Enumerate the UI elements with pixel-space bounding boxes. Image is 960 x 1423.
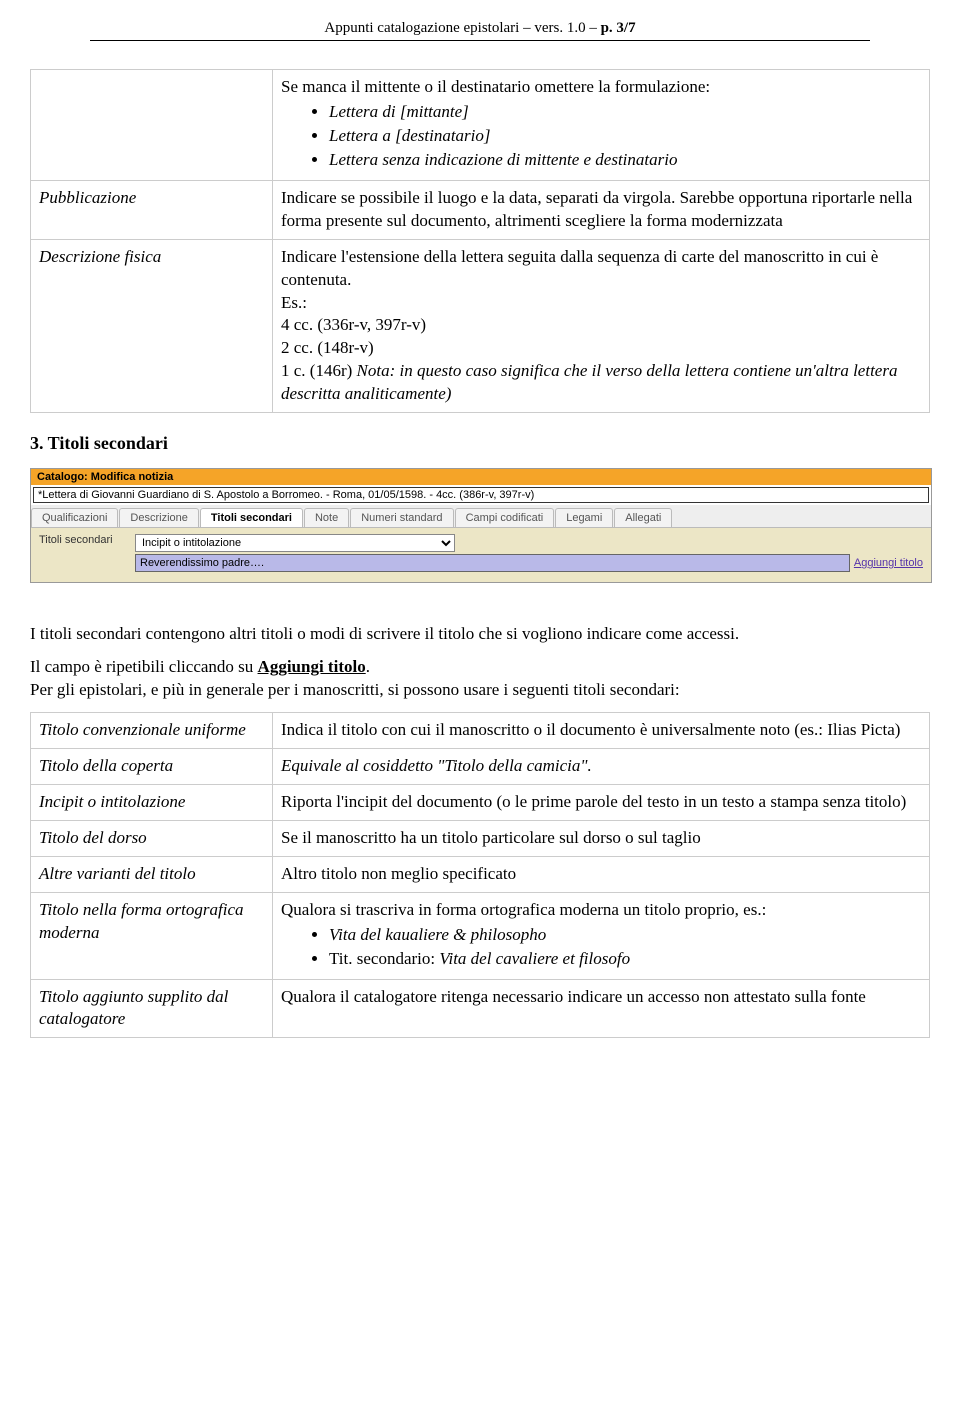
df-line3: 4 cc. (336r-v, 397r-v) (281, 315, 426, 334)
page-header: Appunti catalogazione epistolari – vers.… (30, 20, 930, 37)
df-line5a: 1 c. (146r) (281, 361, 357, 380)
header-page: p. 3/7 (601, 20, 636, 36)
ui-tabs: Qualificazioni Descrizione Titoli second… (31, 505, 931, 528)
t2-r5-b2: Tit. secondario: Vita del cavaliere et f… (329, 948, 921, 971)
formulazione-item-3: Lettera senza indicazione di mittente e … (329, 149, 921, 172)
ui-titlebar: Catalogo: Modifica notizia (31, 469, 931, 485)
formulazione-item-2: Lettera a [destinatario] (329, 125, 921, 148)
t2-label-6: Titolo aggiunto supplito dal catalogator… (31, 979, 273, 1038)
tab-titoli-secondari[interactable]: Titoli secondari (200, 508, 303, 527)
t2-label-5: Titolo nella forma ortografica moderna (31, 892, 273, 979)
label-descrizione-fisica: Descrizione fisica (31, 239, 273, 413)
ui-body: Titoli secondari Incipit o intitolazione… (31, 528, 931, 582)
tab-descrizione[interactable]: Descrizione (119, 508, 198, 527)
formulazione-intro: Se manca il mittente o il destinatario o… (281, 77, 710, 96)
cell-empty-label (31, 70, 273, 181)
cell-formulazione: Se manca il mittente o il destinatario o… (273, 70, 930, 181)
t2-r5-b2b: Vita del cavaliere et filosofo (439, 949, 630, 968)
tab-campi-codificati[interactable]: Campi codificati (455, 508, 555, 527)
para-intro-1: I titoli secondari contengono altri tito… (30, 623, 930, 646)
t2-text-5: Qualora si trascriva in forma ortografic… (273, 892, 930, 979)
df-line2: Es.: (281, 293, 307, 312)
ui-title-input[interactable] (135, 554, 850, 572)
t2-text-4: Altro titolo non meglio specificato (273, 856, 930, 892)
t2-text-0: Indica il titolo con cui il manoscritto … (273, 713, 930, 749)
para-intro-2: Il campo è ripetibili cliccando su Aggiu… (30, 656, 930, 702)
t2-label-2: Incipit o intitolazione (31, 784, 273, 820)
t2-text-3: Se il manoscritto ha un titolo particola… (273, 820, 930, 856)
tab-qualificazioni[interactable]: Qualificazioni (31, 508, 118, 527)
t2-label-1: Titolo della coperta (31, 748, 273, 784)
tab-legami[interactable]: Legami (555, 508, 613, 527)
df-line1: Indicare l'estensione della lettera segu… (281, 247, 878, 289)
tab-note[interactable]: Note (304, 508, 349, 527)
t2-text-6: Qualora il catalogatore ritenga necessar… (273, 979, 930, 1038)
t2-r5-b2a: Tit. secondario: (329, 949, 439, 968)
tab-numeri-standard[interactable]: Numeri standard (350, 508, 453, 527)
para2a: Il campo è ripetibili cliccando su (30, 657, 258, 676)
table-titoli-secondari: Titolo convenzionale uniforme Indica il … (30, 712, 930, 1038)
formulazione-item-1: Lettera di [mittante] (329, 101, 921, 124)
df-line4: 2 cc. (148r-v) (281, 338, 374, 357)
para2b: Aggiungi titolo (258, 657, 366, 676)
text-descrizione-fisica: Indicare l'estensione della lettera segu… (273, 239, 930, 413)
ui-add-title-link[interactable]: Aggiungi titolo (854, 557, 923, 569)
t2-r5-b1: Vita del kaualiere & philosopho (329, 924, 921, 947)
catalog-ui-panel: Catalogo: Modifica notizia *Lettera di G… (30, 468, 932, 583)
tab-allegati[interactable]: Allegati (614, 508, 672, 527)
header-prefix: Appunti catalogazione epistolari – vers.… (324, 20, 600, 36)
t2-r5-text: Qualora si trascriva in forma ortografic… (281, 900, 766, 919)
t2-label-3: Titolo del dorso (31, 820, 273, 856)
label-pubblicazione: Pubblicazione (31, 180, 273, 239)
t2-label-0: Titolo convenzionale uniforme (31, 713, 273, 749)
ui-field-label: Titoli secondari (39, 534, 129, 546)
para3: Per gli epistolari, e più in generale pe… (30, 680, 680, 699)
t2-label-4: Altre varianti del titolo (31, 856, 273, 892)
para2c: . (366, 657, 370, 676)
header-rule (90, 40, 870, 41)
t2-text-2: Riporta l'incipit del documento (o le pr… (273, 784, 930, 820)
t2-text-1: Equivale al cosiddetto "Titolo della cam… (273, 748, 930, 784)
text-pubblicazione: Indicare se possibile il luogo e la data… (273, 180, 930, 239)
df-line5b: Nota: in questo caso significa che il ve… (281, 361, 897, 403)
ui-type-select[interactable]: Incipit o intitolazione (135, 534, 455, 552)
section-title-titoli-secondari: 3. Titoli secondari (30, 433, 930, 454)
table-descrizione: Se manca il mittente o il destinatario o… (30, 69, 930, 413)
ui-title-field[interactable]: *Lettera di Giovanni Guardiano di S. Apo… (33, 487, 929, 503)
